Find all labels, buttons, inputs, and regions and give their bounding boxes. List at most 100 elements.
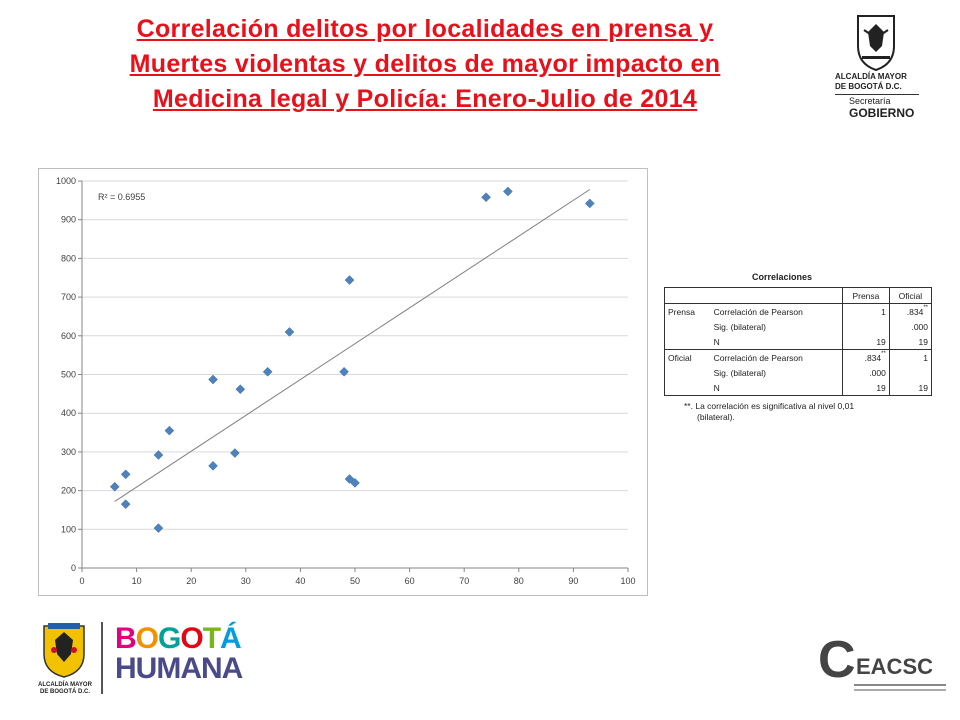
cell-value: 19 <box>876 336 886 347</box>
bogota-crest-color-icon <box>43 623 85 678</box>
data-point <box>350 478 360 488</box>
r-squared-annotation: R² = 0.6955 <box>98 192 145 202</box>
data-point <box>584 198 595 209</box>
y-tick-label: 300 <box>61 447 76 457</box>
data-point <box>208 460 218 471</box>
row-group <box>665 380 711 396</box>
ceacsc-underline-2 <box>854 689 946 691</box>
x-tick-label: 50 <box>350 576 360 586</box>
gobierno-label: GOBIERNO <box>849 106 915 120</box>
title-line: Medicina legal y Policía: Enero-Julio de… <box>152 85 698 113</box>
cell-oficial: .834** <box>888 303 932 319</box>
cell-prensa: .000 <box>842 365 890 380</box>
x-tick-label: 100 <box>620 576 635 586</box>
ceacsc-logo: C EACSC <box>818 634 948 702</box>
y-tick-label: 700 <box>61 292 76 302</box>
cell-oficial: .000 <box>888 319 932 334</box>
data-point <box>235 384 246 395</box>
row-group: Prensa <box>668 306 695 317</box>
y-tick-label: 800 <box>61 253 76 263</box>
ceacsc-text: EACSC <box>856 654 934 679</box>
header-blank <box>664 287 711 304</box>
table-row: Sig. (bilateral) .000 <box>665 319 932 334</box>
cell-value: .000 <box>869 367 886 378</box>
bogota-letter: B <box>115 622 137 655</box>
cell-value: 1 <box>881 306 886 317</box>
cell-value: 19 <box>918 336 928 347</box>
data-point <box>120 499 131 509</box>
correlations-table: Prensa Oficial Prensa Correlación de Pea… <box>664 287 932 396</box>
cell-value: 1 <box>923 352 928 363</box>
y-tick-labels: 0 100 200 300 400 500 600 700 800 900 1000 <box>56 176 76 573</box>
table-row: N 19 19 <box>665 380 932 396</box>
data-point <box>164 425 175 436</box>
x-tick-label: 0 <box>79 576 84 586</box>
y-tick-label: 400 <box>61 408 76 418</box>
x-tick-label: 70 <box>459 576 469 586</box>
row-stat: Sig. (bilateral) <box>713 321 766 332</box>
bogota-humana-logo: BOGOTÁ HUMANA <box>115 624 243 685</box>
row-stat: Sig. (bilateral) <box>713 367 766 378</box>
data-point <box>230 448 240 458</box>
y-tick-label: 0 <box>71 563 76 573</box>
cell-oficial: 1 <box>888 349 932 365</box>
table-row: N 19 19 <box>665 334 932 350</box>
row-stat: N <box>713 336 720 347</box>
cell-prensa: 1 <box>842 303 890 319</box>
table-header-row: Prensa Oficial <box>664 287 932 304</box>
correlations-table-panel: Correlaciones Prensa Oficial Prensa Corr… <box>664 272 940 423</box>
data-point <box>120 469 131 480</box>
header-prensa: Prensa <box>842 287 890 304</box>
data-point <box>339 366 349 377</box>
alcaldia-line2: DE BOGOTÁ D.C. <box>835 82 902 91</box>
x-tick-label: 10 <box>132 576 142 586</box>
secretaria-label: Secretaría <box>849 96 891 106</box>
data-point <box>503 186 513 197</box>
row-group: Oficial <box>664 349 711 365</box>
humana-word: HUMANA <box>115 652 243 685</box>
data-point <box>153 450 164 460</box>
x-tick-label: 30 <box>241 576 251 586</box>
bogota-letter: Á <box>220 622 242 655</box>
trendline <box>114 189 591 502</box>
cell-value: 19 <box>876 382 886 393</box>
cell-value: .000 <box>911 321 928 332</box>
bogota-letter: G <box>158 622 181 655</box>
data-point <box>208 374 218 385</box>
bogota-letter: O <box>135 622 159 655</box>
bogota-crest-icon <box>857 15 895 72</box>
footer-alcaldia-line1: ALCALDÍA MAYOR <box>38 682 92 688</box>
data-point <box>284 327 295 337</box>
data-point <box>109 481 120 492</box>
scatter-chart: 0 100 200 300 400 500 600 700 800 900 1000 0 10 20 30… <box>38 168 648 596</box>
trendline-line <box>114 189 591 502</box>
data-point <box>262 366 273 377</box>
ceacsc-c-mark: C <box>818 631 856 689</box>
bogota-letter: T <box>202 622 221 655</box>
bogota-word: BOGOTÁ <box>115 624 242 654</box>
data-point <box>153 523 164 533</box>
header-oficial: Oficial <box>888 287 932 304</box>
data-point <box>344 275 355 285</box>
cell-value: .834 <box>864 352 882 363</box>
cell-value: 19 <box>918 382 928 393</box>
y-tick-label: 1000 <box>56 176 76 186</box>
footnote-line1: **. La correlación es significativa al n… <box>684 401 855 411</box>
logo-divider <box>835 94 919 95</box>
row-group <box>665 365 711 380</box>
table-row: Sig. (bilateral) .000 <box>665 365 932 380</box>
y-tick-label: 100 <box>61 524 76 534</box>
bogota-letter: O <box>180 622 203 655</box>
cell-prensa: 19 <box>842 334 890 350</box>
cell-sup: ** <box>923 304 928 311</box>
row-stat: Correlación de Pearson <box>710 349 843 365</box>
correlations-footnote: **. La correlación es significativa al n… <box>684 401 940 423</box>
x-tick-label: 60 <box>405 576 415 586</box>
correlations-title: Correlaciones <box>751 272 813 282</box>
y-tick-label: 600 <box>61 331 76 341</box>
chart-axes <box>78 180 629 572</box>
cell-oficial <box>888 365 932 380</box>
y-tick-label: 200 <box>61 486 76 496</box>
footnote-line2: (bilateral). <box>697 412 735 422</box>
cell-prensa: .834** <box>842 349 890 365</box>
